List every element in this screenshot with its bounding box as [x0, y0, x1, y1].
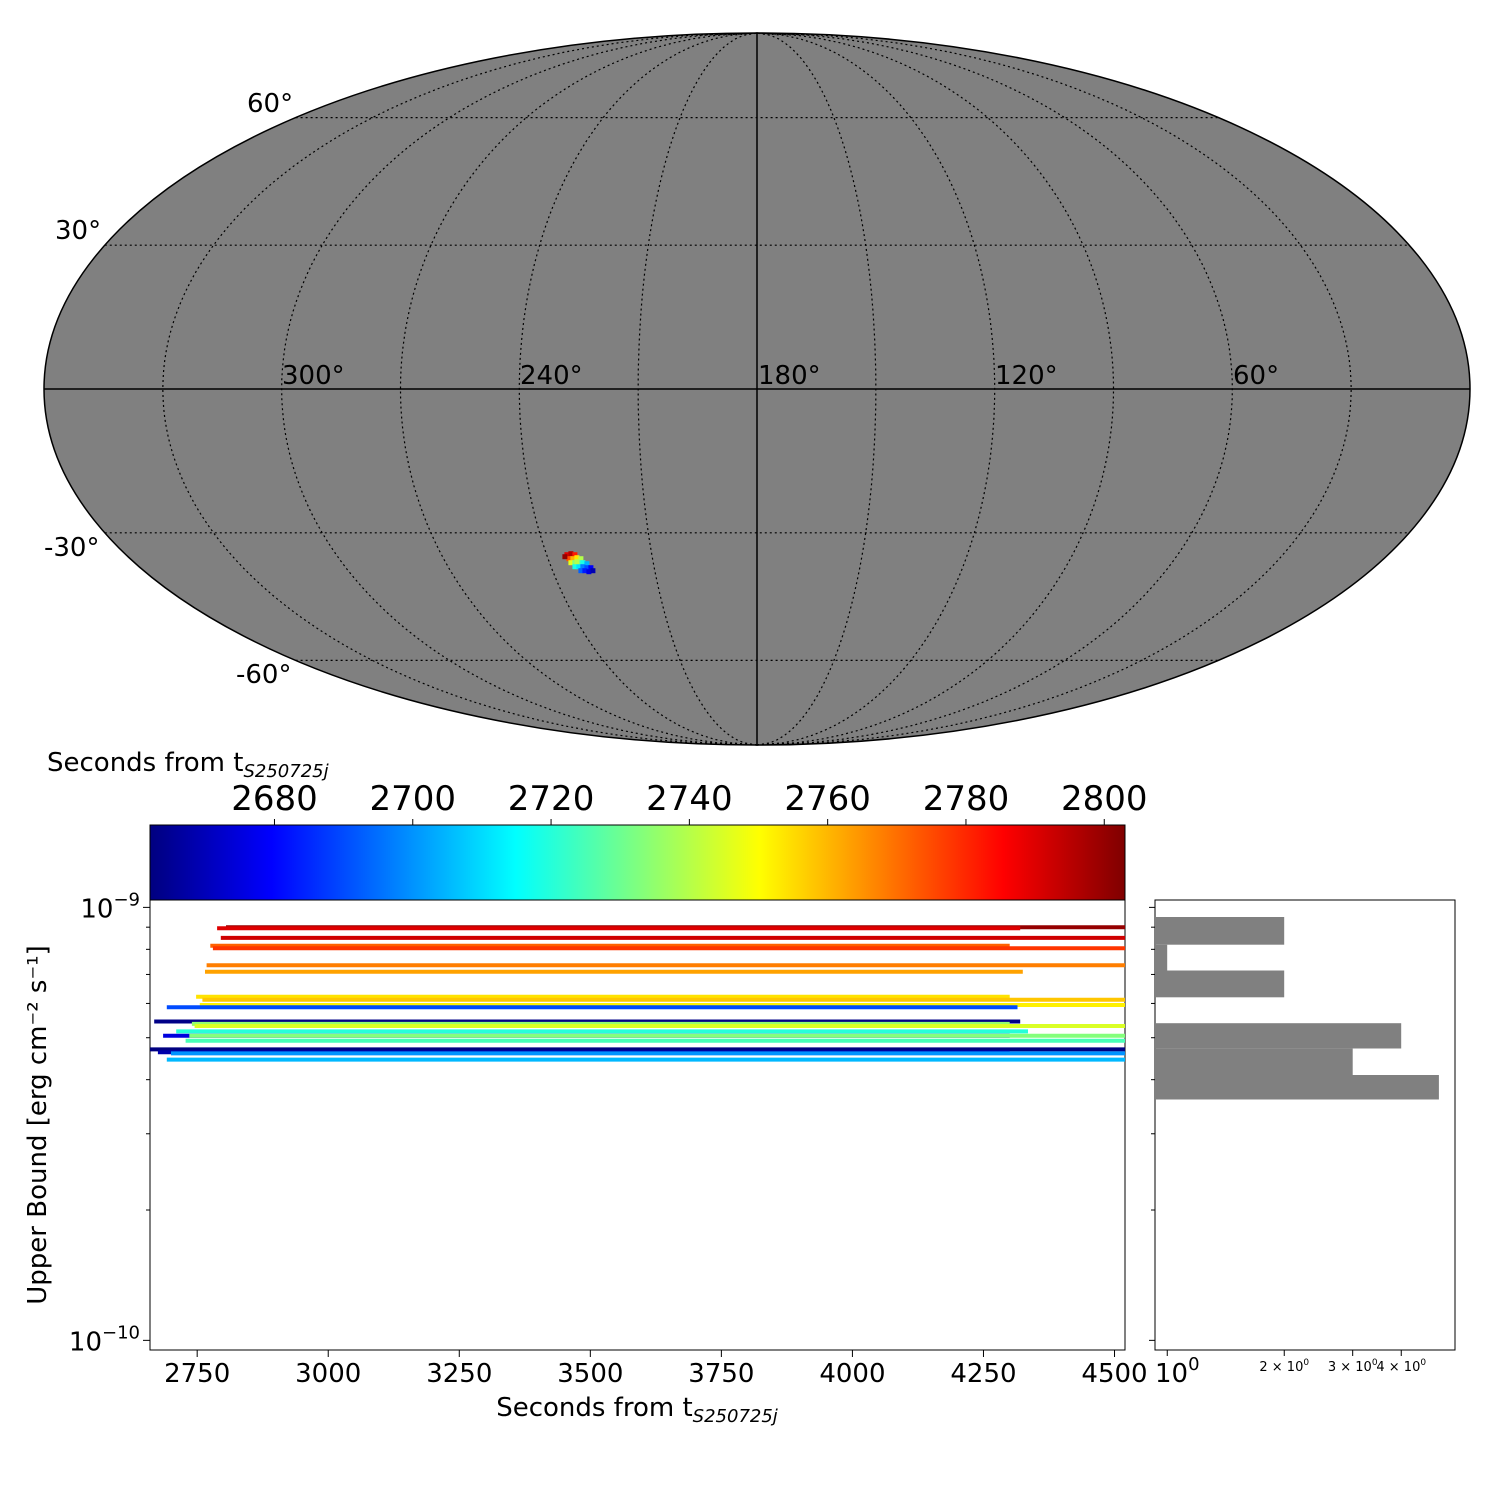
region-pixel [578, 568, 584, 574]
y-tick-label: 10−9 [80, 889, 140, 924]
x-tick-label: 4250 [950, 1359, 1016, 1389]
region-pixel [566, 556, 572, 562]
x-tick-label: 4500 [1081, 1359, 1147, 1389]
histogram-x-tick-label: 100 [1155, 1354, 1200, 1389]
x-tick-label: 4000 [819, 1359, 885, 1389]
histogram-bar [1155, 1075, 1439, 1100]
meridian-line [756, 32, 1115, 746]
region-pixel [590, 568, 596, 574]
y-axis-ticks: 10−9 10−10 [69, 889, 150, 1357]
lat-label-30: 30° [55, 216, 101, 246]
region-pixel [578, 556, 584, 562]
histogram-x-tick-label: 2 × 100 [1259, 1358, 1309, 1375]
region-pixel [562, 554, 568, 560]
meridian-line [637, 32, 758, 746]
x-tick-label: 2750 [164, 1359, 230, 1389]
histogram-bar [1155, 1048, 1353, 1076]
colorbar-tick-label: 2720 [508, 779, 595, 819]
lon-label-300: 300° [282, 361, 345, 391]
segments [150, 925, 1125, 1062]
map-lat-labels: 60° 30° -30° -60° [44, 89, 293, 690]
region-pixel [576, 564, 582, 570]
lon-label-180: 180° [758, 361, 821, 391]
x-axis-ticks: 2750 3000 3250 3500 3750 4000 4250 4500 [164, 1350, 1148, 1389]
region-pixel [574, 555, 580, 561]
y-axis-label: Upper Bound [erg cm⁻² s⁻¹] [23, 945, 53, 1304]
region-pixel [568, 560, 574, 566]
histogram-x-tick-label: 4 × 100 [1376, 1358, 1426, 1375]
histogram-bars [1155, 917, 1439, 1100]
colorbar-ticks: 2680 2700 2720 2740 2760 2780 2800 [231, 779, 1148, 825]
histogram-x-tick-label: 3 × 100 [1328, 1358, 1378, 1375]
localization-region [562, 551, 596, 575]
region-pixel [570, 556, 576, 562]
x-tick-label: 3750 [688, 1359, 754, 1389]
lat-label-minus60: -60° [236, 660, 291, 690]
lon-label-60: 60° [1233, 361, 1279, 391]
lat-label-minus30: -30° [44, 533, 99, 563]
colorbar-tick-label: 2700 [370, 779, 457, 819]
histogram-bar [1155, 1023, 1402, 1049]
histogram-bar [1155, 944, 1168, 971]
colorbar-tick-label: 2780 [923, 779, 1010, 819]
region-pixel [572, 564, 578, 570]
map-lon-labels: 300° 240° 180° 120° 60° [282, 361, 1279, 391]
histogram-area [1154, 899, 1456, 1351]
region-pixel [584, 561, 590, 567]
colorbar-tick-label: 2680 [231, 779, 318, 819]
region-pixel [580, 564, 586, 570]
colorbar-tick-label: 2740 [646, 779, 733, 819]
plot-area [149, 899, 1126, 1351]
region-pixel [584, 565, 590, 571]
colorbar-tick-label: 2800 [1061, 779, 1148, 819]
meridian-line [518, 32, 758, 746]
region-pixel [588, 565, 594, 571]
colorbar: Seconds from tS250725j 2680 2700 2720 2740 2… [47, 748, 1148, 901]
region-pixel [572, 552, 578, 558]
meridian-line [281, 32, 758, 746]
lon-label-120: 120° [995, 361, 1058, 391]
y-tick-label: 10−10 [69, 1322, 140, 1357]
colorbar-gradient [149, 824, 1126, 901]
map-graticule [44, 32, 1470, 746]
lat-label-60: 60° [247, 89, 293, 119]
x-tick-label: 3500 [557, 1359, 623, 1389]
histogram-bar [1155, 970, 1285, 998]
sky-map: 60° 30° -30° -60° 300° 240° 180° 120° 60… [43, 32, 1471, 746]
region-pixel [586, 569, 592, 575]
upper-bound-plot: 2750 3000 3250 3500 3750 4000 4250 4500 10−910−… [23, 889, 1148, 1427]
x-axis-label: Seconds from tS250725j [496, 1393, 778, 1427]
region-pixel [574, 559, 580, 565]
x-tick-label: 3250 [426, 1359, 492, 1389]
meridian-line [756, 32, 1233, 746]
colorbar-tick-label: 2760 [784, 779, 871, 819]
histogram-bar [1155, 917, 1285, 945]
meridian-line [756, 32, 877, 746]
colorbar-label: Seconds from tS250725j [47, 748, 329, 782]
lon-label-240: 240° [520, 361, 583, 391]
region-pixel [580, 560, 586, 566]
x-tick-label: 3000 [295, 1359, 361, 1389]
meridian-line [756, 32, 996, 746]
meridian-line [399, 32, 758, 746]
region-pixel [582, 568, 588, 574]
region-pixel [568, 551, 574, 557]
